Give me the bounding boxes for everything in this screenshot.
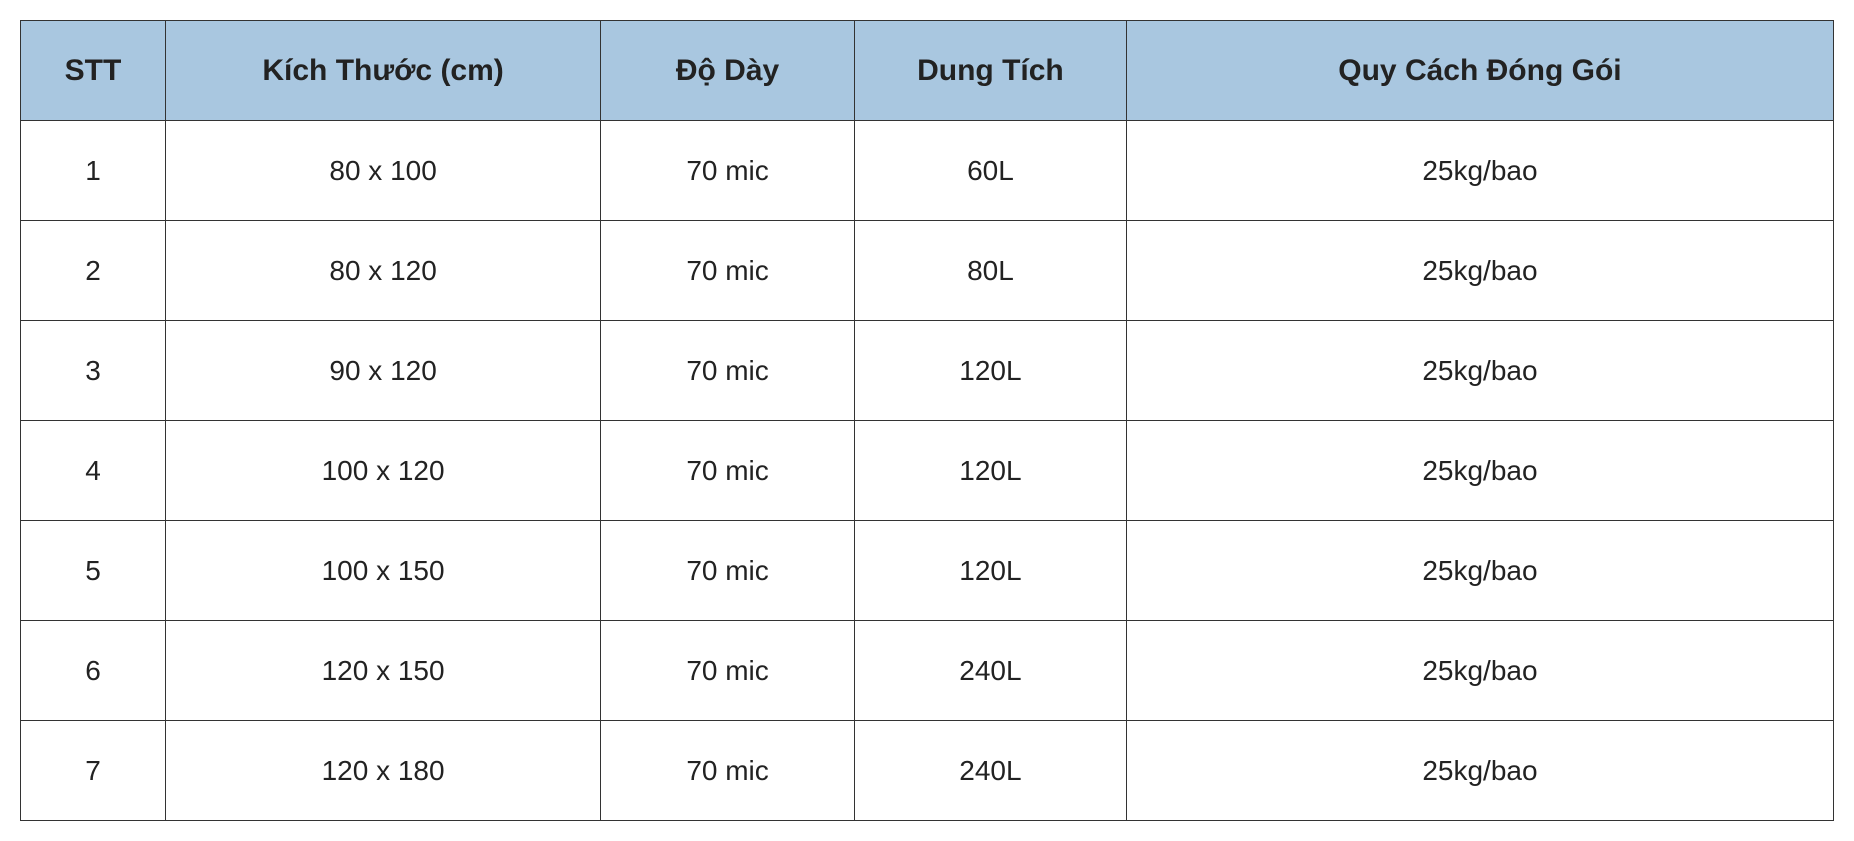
cell-kich_thuoc: 100 x 120 [166, 421, 601, 521]
column-header-stt: STT [21, 21, 166, 121]
cell-do_day: 70 mic [601, 721, 855, 821]
cell-stt: 1 [21, 121, 166, 221]
cell-do_day: 70 mic [601, 621, 855, 721]
table-header-row: STTKích Thước (cm)Độ DàyDung TíchQuy Các… [21, 21, 1834, 121]
table-row: 7120 x 18070 mic240L25kg/bao [21, 721, 1834, 821]
cell-stt: 6 [21, 621, 166, 721]
cell-quy_cach: 25kg/bao [1126, 121, 1833, 221]
cell-kich_thuoc: 80 x 120 [166, 221, 601, 321]
cell-stt: 7 [21, 721, 166, 821]
table-row: 180 x 10070 mic60L25kg/bao [21, 121, 1834, 221]
cell-quy_cach: 25kg/bao [1126, 221, 1833, 321]
cell-kich_thuoc: 100 x 150 [166, 521, 601, 621]
cell-stt: 2 [21, 221, 166, 321]
cell-dung_tich: 120L [854, 321, 1126, 421]
column-header-dung_tich: Dung Tích [854, 21, 1126, 121]
cell-quy_cach: 25kg/bao [1126, 421, 1833, 521]
cell-do_day: 70 mic [601, 421, 855, 521]
table-body: 180 x 10070 mic60L25kg/bao280 x 12070 mi… [21, 121, 1834, 821]
cell-kich_thuoc: 120 x 150 [166, 621, 601, 721]
table-row: 6120 x 15070 mic240L25kg/bao [21, 621, 1834, 721]
cell-dung_tich: 240L [854, 721, 1126, 821]
table-row: 280 x 12070 mic80L25kg/bao [21, 221, 1834, 321]
cell-do_day: 70 mic [601, 321, 855, 421]
cell-dung_tich: 120L [854, 421, 1126, 521]
cell-do_day: 70 mic [601, 521, 855, 621]
cell-kich_thuoc: 90 x 120 [166, 321, 601, 421]
column-header-kich_thuoc: Kích Thước (cm) [166, 21, 601, 121]
column-header-quy_cach: Quy Cách Đóng Gói [1126, 21, 1833, 121]
table-row: 5100 x 15070 mic120L25kg/bao [21, 521, 1834, 621]
cell-kich_thuoc: 120 x 180 [166, 721, 601, 821]
cell-dung_tich: 240L [854, 621, 1126, 721]
cell-dung_tich: 60L [854, 121, 1126, 221]
table-row: 4100 x 12070 mic120L25kg/bao [21, 421, 1834, 521]
cell-dung_tich: 120L [854, 521, 1126, 621]
cell-quy_cach: 25kg/bao [1126, 521, 1833, 621]
cell-dung_tich: 80L [854, 221, 1126, 321]
cell-quy_cach: 25kg/bao [1126, 621, 1833, 721]
spec-table: STTKích Thước (cm)Độ DàyDung TíchQuy Các… [20, 20, 1834, 821]
cell-stt: 3 [21, 321, 166, 421]
cell-quy_cach: 25kg/bao [1126, 321, 1833, 421]
cell-quy_cach: 25kg/bao [1126, 721, 1833, 821]
cell-do_day: 70 mic [601, 121, 855, 221]
cell-stt: 4 [21, 421, 166, 521]
column-header-do_day: Độ Dày [601, 21, 855, 121]
cell-kich_thuoc: 80 x 100 [166, 121, 601, 221]
cell-stt: 5 [21, 521, 166, 621]
table-row: 390 x 12070 mic120L25kg/bao [21, 321, 1834, 421]
cell-do_day: 70 mic [601, 221, 855, 321]
